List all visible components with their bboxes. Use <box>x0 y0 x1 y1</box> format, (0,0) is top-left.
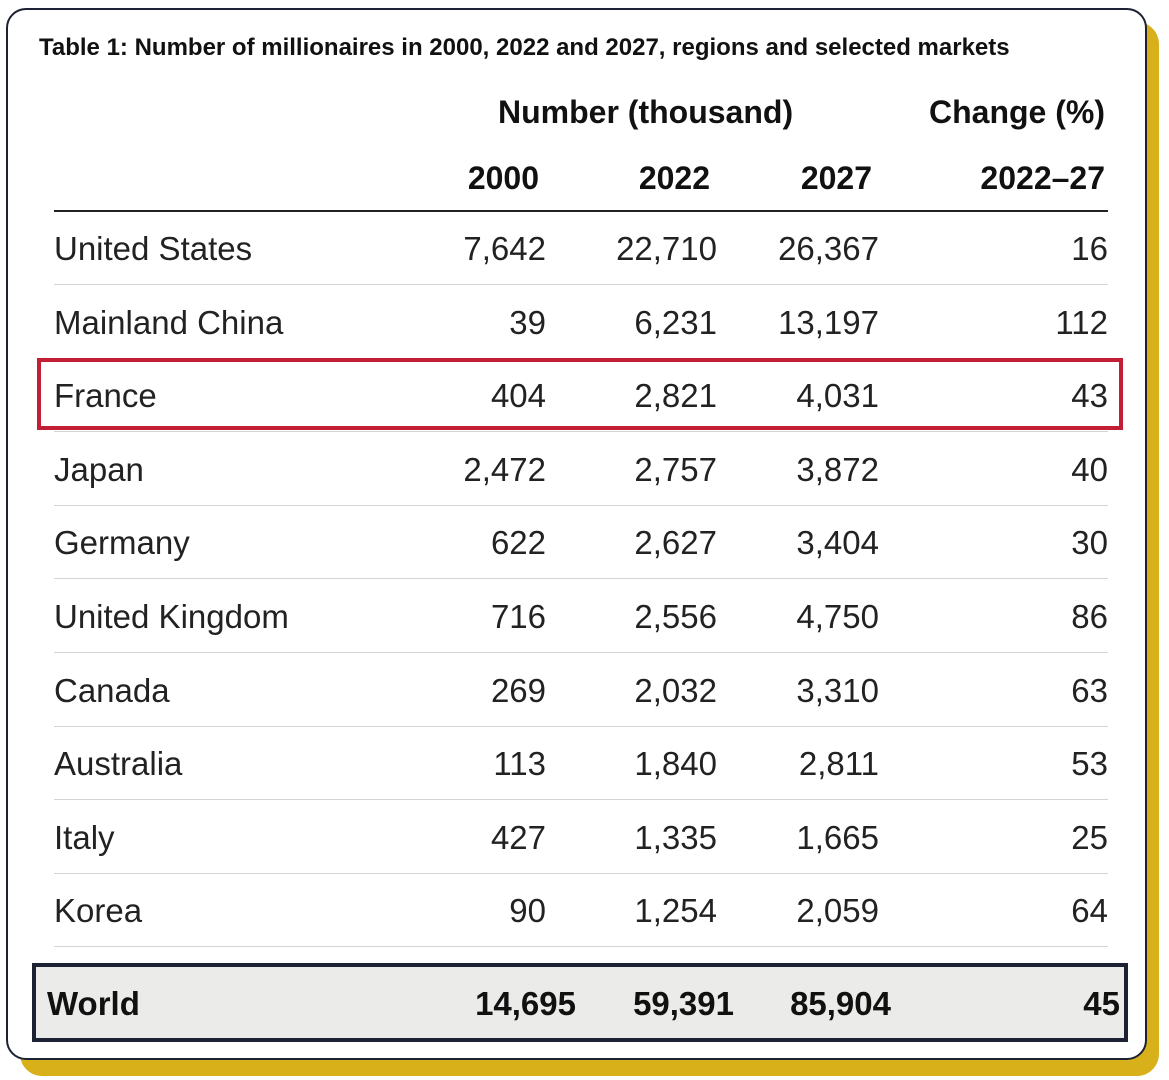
value-2027: 3,872 <box>796 450 879 488</box>
value-2000: 269 <box>490 671 546 709</box>
value-2022: 22,710 <box>616 230 717 267</box>
row-name: Mainland China <box>54 303 284 341</box>
value-change: 63 <box>1071 671 1108 709</box>
value-2027: 2,811 <box>798 745 879 783</box>
table-row: Korea 90 1,254 2,059 64 <box>54 874 1108 948</box>
row-name: United States <box>54 230 253 267</box>
value-2027: 85,904 <box>790 985 891 1022</box>
table-row: Mainland China 39 6,231 13,197 112 <box>54 286 1108 359</box>
row-name: Korea <box>54 892 143 930</box>
value-2022: 59,391 <box>633 985 734 1022</box>
table-card: Table 1: Number of millionaires in 2000,… <box>6 8 1147 1060</box>
value-2000: 404 <box>490 377 546 415</box>
row-name: France <box>54 377 157 415</box>
value-change: 45 <box>1083 985 1120 1022</box>
value-2000: 622 <box>490 524 546 562</box>
value-change: 43 <box>1071 377 1108 415</box>
value-change: 40 <box>1071 450 1108 488</box>
value-2027: 2,059 <box>796 892 879 930</box>
value-change: 86 <box>1071 598 1108 635</box>
value-2000: 14,695 <box>475 985 576 1022</box>
table-row: United States 7,642 22,710 26,367 16 <box>54 212 1108 285</box>
row-name: Italy <box>54 818 115 856</box>
header-change-period: 2022–27 <box>980 160 1105 196</box>
value-2022: 1,840 <box>634 745 717 783</box>
value-2022: 2,556 <box>634 598 717 635</box>
value-2000: 2,472 <box>463 450 546 488</box>
header-year-2027: 2027 <box>800 160 872 196</box>
value-2022: 2,032 <box>634 671 717 709</box>
table-row: Japan 2,472 2,757 3,872 40 <box>54 433 1108 506</box>
row-name: Canada <box>54 671 170 709</box>
highlight-box-france <box>37 358 1123 430</box>
row-name: Germany <box>54 524 190 562</box>
table-row: Australia 113 1,840 2,811 53 <box>54 727 1108 801</box>
value-2027: 3,310 <box>796 671 879 709</box>
row-name: United Kingdom <box>54 598 289 635</box>
header-rule <box>54 210 1108 212</box>
header-change-percent: Change (%) <box>929 94 1105 130</box>
value-2000: 113 <box>493 745 546 783</box>
row-name: Japan <box>54 450 144 488</box>
value-2022: 2,627 <box>634 524 717 562</box>
value-change: 53 <box>1071 745 1108 783</box>
table-row: Canada 269 2,032 3,310 63 <box>54 654 1108 727</box>
value-change: 112 <box>1055 303 1108 341</box>
value-2000: 427 <box>490 818 546 856</box>
value-change: 30 <box>1071 524 1108 562</box>
header-year-2022: 2022 <box>638 160 710 196</box>
value-2022: 2,757 <box>634 450 717 488</box>
value-change: 64 <box>1071 892 1108 930</box>
value-2027: 1,665 <box>796 818 879 856</box>
table-row: United Kingdom 716 2,556 4,750 86 <box>54 580 1108 653</box>
table-row: France 404 2,821 4,031 43 <box>54 359 1108 433</box>
table-row: Italy 427 1,335 1,665 25 <box>54 801 1108 874</box>
value-2022: 1,335 <box>634 818 717 856</box>
total-row-world: World 14,695 59,391 85,904 45 <box>32 963 1128 1042</box>
row-name: Australia <box>54 745 183 783</box>
value-2000: 90 <box>509 892 546 930</box>
value-2027: 4,750 <box>796 598 879 635</box>
table-row: Germany 622 2,627 3,404 30 <box>54 506 1108 580</box>
header-number-thousand: Number (thousand) <box>498 94 794 130</box>
value-2027: 13,197 <box>778 303 879 341</box>
value-2000: 39 <box>509 303 546 341</box>
value-2027: 3,404 <box>796 524 879 562</box>
header-year-2000: 2000 <box>467 160 539 196</box>
value-2027: 26,367 <box>778 230 879 267</box>
value-2022: 1,254 <box>634 892 717 930</box>
value-2000: 716 <box>490 598 546 635</box>
value-change: 16 <box>1071 230 1108 267</box>
value-2027: 4,031 <box>796 377 879 415</box>
table-title: Table 1: Number of millionaires in 2000,… <box>39 34 1010 61</box>
value-change: 25 <box>1071 818 1108 856</box>
value-2000: 7,642 <box>463 230 546 267</box>
value-2022: 2,821 <box>634 377 717 415</box>
value-2022: 6,231 <box>634 303 717 341</box>
row-name: World <box>47 985 140 1022</box>
